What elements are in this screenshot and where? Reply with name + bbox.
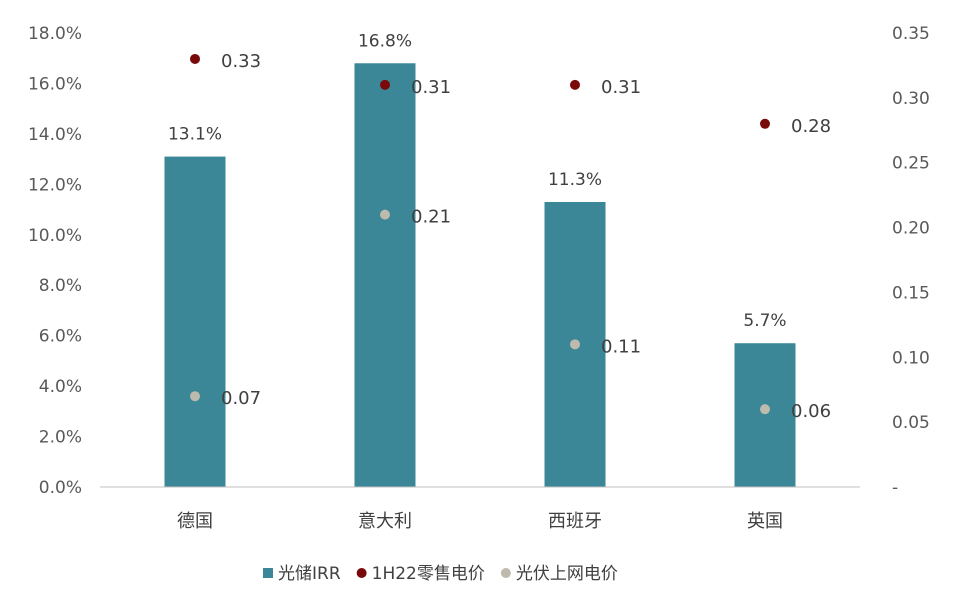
- x-tick-label: 英国: [747, 511, 783, 532]
- point-data-label: 0.31: [411, 77, 451, 98]
- point-data-label: 0.21: [411, 207, 451, 228]
- right-tick-label: 0.15: [892, 283, 930, 303]
- bar-data-label: 16.8%: [358, 31, 412, 51]
- legend[interactable]: 光储IRR 1H22零售电价 光伏上网电价: [263, 564, 618, 584]
- point-data-label: 0.33: [221, 51, 261, 72]
- left-tick-label: 8.0%: [39, 276, 82, 296]
- right-tick-label: 0.25: [892, 154, 930, 174]
- left-tick-label: 6.0%: [39, 327, 82, 347]
- scatter-point[interactable]: [570, 339, 580, 350]
- right-tick-label: 0.20: [892, 219, 930, 239]
- scatter-point[interactable]: [190, 391, 200, 402]
- right-tick-label: 0.30: [892, 89, 930, 109]
- scatter-point[interactable]: [760, 118, 770, 129]
- left-tick-label: 16.0%: [28, 74, 82, 94]
- scatter-point[interactable]: [570, 79, 580, 90]
- x-tick-label: 西班牙: [548, 511, 602, 532]
- left-tick-label: 18.0%: [28, 24, 82, 44]
- scatter-point[interactable]: [760, 404, 770, 415]
- legend-label: 光伏上网电价: [516, 564, 618, 584]
- scatter-series: 0.33 0.31 0.31 0.28 0.07 0.21 0.11 0.06: [190, 51, 831, 422]
- bar-data-label: 13.1%: [168, 125, 222, 145]
- left-tick-label: 4.0%: [39, 377, 82, 397]
- left-axis: 0.0% 2.0% 4.0% 6.0% 8.0% 10.0% 12.0% 14.0% 16.0%…: [28, 24, 82, 498]
- point-data-label: 0.06: [791, 401, 831, 422]
- right-axis: - 0.05 0.10 0.15 0.20 0.25 0.30 0.35: [892, 24, 930, 498]
- right-tick-label: 0.05: [892, 413, 930, 433]
- scatter-point[interactable]: [380, 79, 390, 90]
- point-data-label: 0.31: [601, 77, 641, 98]
- left-tick-label: 12.0%: [28, 175, 82, 195]
- scatter-point[interactable]: [190, 53, 200, 64]
- left-tick-label: 2.0%: [39, 428, 82, 448]
- x-tick-label: 德国: [177, 511, 213, 532]
- bar[interactable]: [734, 343, 796, 487]
- legend-label: 1H22零售电价: [372, 564, 485, 584]
- legend-marker: [500, 568, 511, 578]
- bar[interactable]: [354, 63, 416, 488]
- scatter-point[interactable]: [380, 209, 390, 220]
- bar-data-label: 5.7%: [743, 311, 786, 331]
- left-tick-label: 10.0%: [28, 226, 82, 246]
- legend-label: 光储IRR: [278, 564, 341, 584]
- point-data-label: 0.28: [791, 116, 831, 137]
- legend-marker: [263, 568, 273, 578]
- x-tick-label: 意大利: [358, 511, 412, 532]
- right-tick-label: -: [892, 478, 898, 498]
- legend-marker: [356, 568, 367, 578]
- bar-series: 13.1% 16.8% 11.3% 5.7%: [164, 31, 796, 488]
- bar[interactable]: [164, 156, 226, 488]
- left-tick-label: 0.0%: [39, 478, 82, 498]
- point-data-label: 0.11: [601, 336, 641, 357]
- left-tick-label: 14.0%: [28, 125, 82, 145]
- right-tick-label: 0.10: [892, 348, 930, 368]
- right-tick-label: 0.35: [892, 24, 930, 44]
- bar-data-label: 11.3%: [548, 170, 602, 190]
- point-data-label: 0.07: [221, 388, 261, 409]
- x-axis: 德国 意大利 西班牙 英国: [177, 511, 783, 532]
